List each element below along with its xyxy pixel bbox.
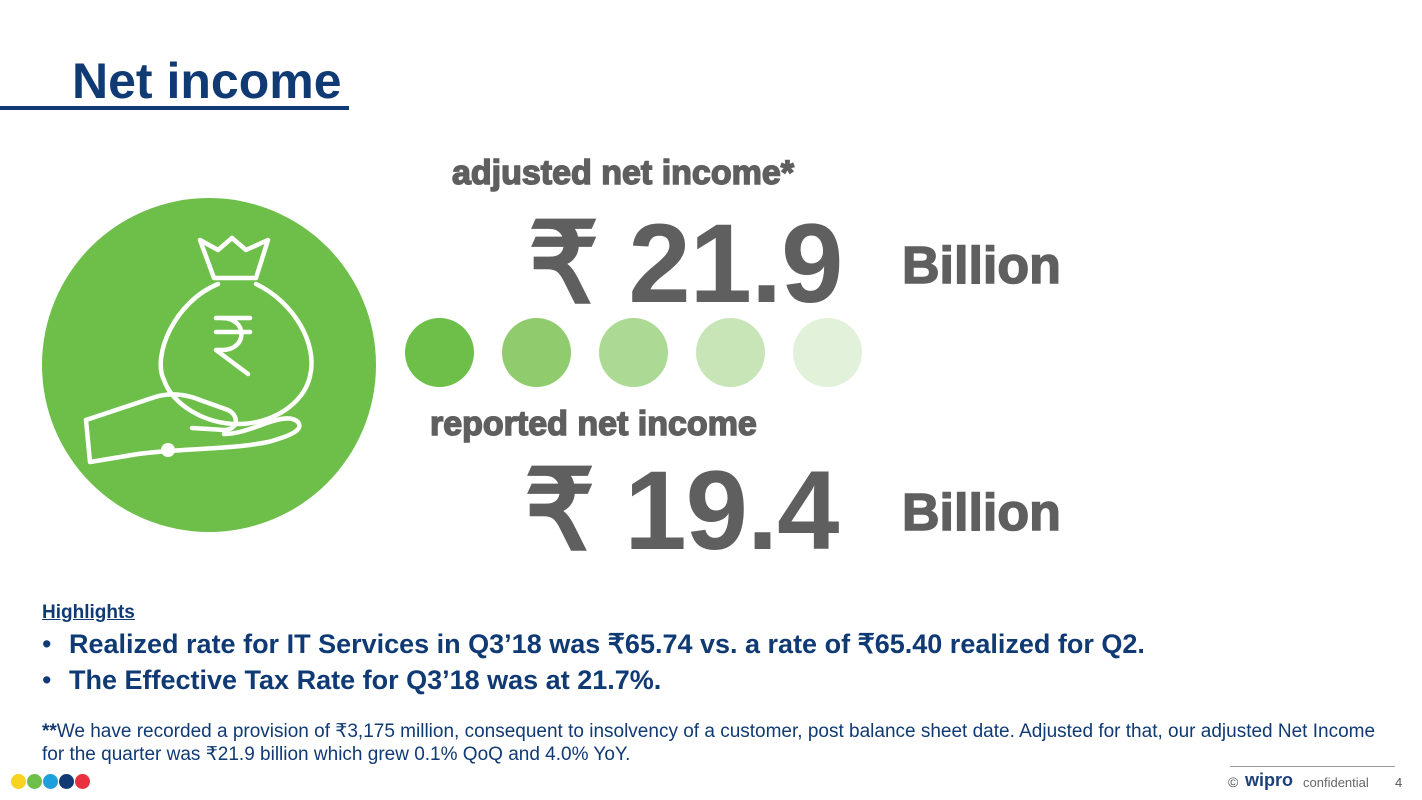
progress-dot xyxy=(599,318,668,387)
title-underline xyxy=(0,106,349,110)
footnote-text: We have recorded a provision of ₹3,175 m… xyxy=(42,721,1376,765)
progress-dot xyxy=(502,318,571,387)
highlights-list: • Realized rate for IT Services in Q3’18… xyxy=(42,626,1145,698)
progress-dot xyxy=(696,318,765,387)
footer-divider xyxy=(1230,766,1395,767)
footnote: **We have recorded a provision of ₹3,175… xyxy=(42,720,1387,766)
slide-title: Net income xyxy=(72,53,342,109)
wipro-logo: wipro xyxy=(1245,770,1293,790)
page-number: 4 xyxy=(1395,775,1403,790)
list-item: • Realized rate for IT Services in Q3’18… xyxy=(42,626,1145,662)
adjusted-net-income-label: adjusted net income* xyxy=(451,153,794,193)
adjusted-net-income-unit: Billion xyxy=(901,236,1061,296)
highlights-heading: Highlights xyxy=(42,602,135,623)
progress-dots xyxy=(405,318,865,388)
reported-net-income-unit: Billion xyxy=(901,483,1061,543)
money-bag-hand-icon xyxy=(83,235,314,465)
footnote-marker: ** xyxy=(42,721,57,742)
progress-dot xyxy=(793,318,862,387)
confidential-label: confidential xyxy=(1303,775,1369,790)
brand-dot xyxy=(43,774,58,789)
reported-net-income-label: reported net income xyxy=(429,404,757,444)
progress-dot xyxy=(405,318,474,387)
bullet: • xyxy=(42,665,52,695)
bullet: • xyxy=(42,629,52,659)
brand-dot xyxy=(59,774,74,789)
list-item: • The Effective Tax Rate for Q3’18 was a… xyxy=(42,662,1145,698)
brand-dot xyxy=(27,774,42,789)
reported-net-income-value: ₹ 19.4 xyxy=(524,448,839,573)
brand-dot xyxy=(11,774,26,789)
highlight-text: Realized rate for IT Services in Q3’18 w… xyxy=(69,629,1145,659)
adjusted-net-income-value: ₹ 21.9 xyxy=(528,201,843,326)
copyright-symbol: © xyxy=(1228,774,1239,790)
brand-dot xyxy=(75,774,90,789)
highlight-text: The Effective Tax Rate for Q3’18 was at … xyxy=(69,665,662,695)
icon-circle xyxy=(42,198,376,532)
